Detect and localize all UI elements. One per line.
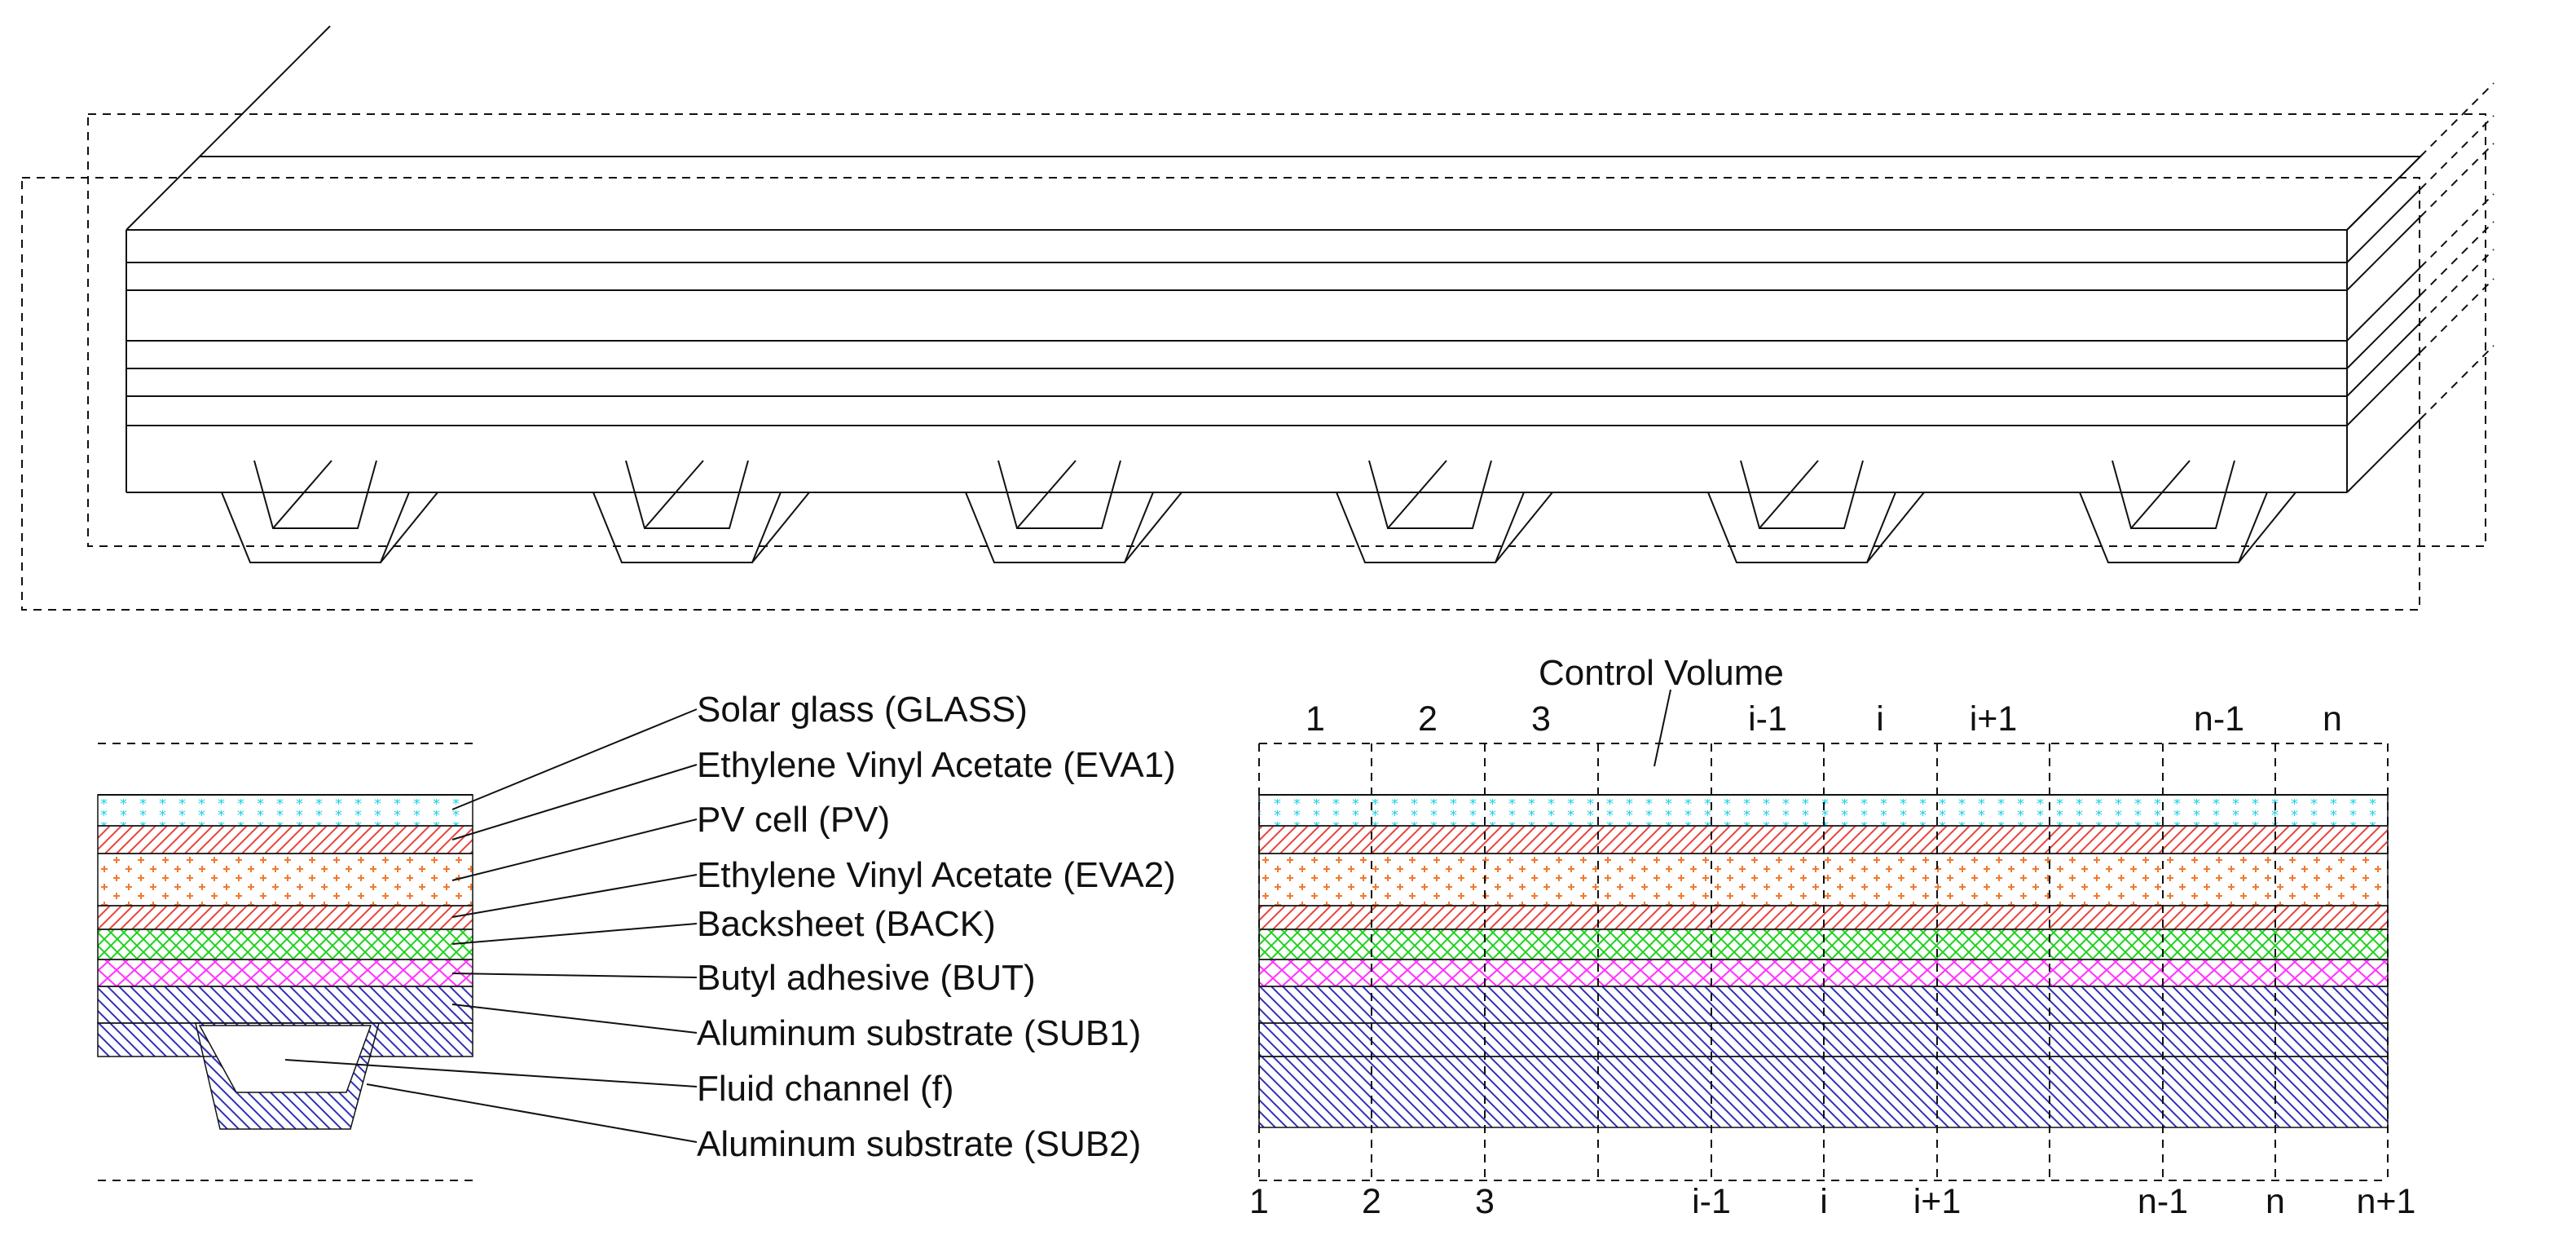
layer-depth-edge-7	[2346, 418, 2421, 493]
layer-cross-section	[97, 708, 698, 1181]
layer-labels: Solar glass (GLASS) Ethylene Vinyl Aceta…	[697, 690, 1176, 1164]
layer-extension-4	[2420, 221, 2495, 296]
leader-line-1	[451, 764, 698, 840]
top-face-edge	[125, 156, 2423, 231]
channel-depth-b-5	[1866, 492, 1925, 563]
cell-label: i+1	[1970, 699, 2018, 739]
layer-back	[97, 905, 473, 930]
channel-inner-5	[1740, 460, 1864, 529]
node-label: i+1	[1913, 1182, 1962, 1221]
label-glass: Solar glass (GLASS)	[697, 690, 1028, 730]
label-eva1: Ethylene Vinyl Acetate (EVA1)	[697, 745, 1176, 785]
control-volume-leader	[1653, 689, 1671, 767]
channel-depth-b-2	[751, 492, 810, 563]
label-sub2: Aluminum substrate (SUB2)	[697, 1124, 1141, 1164]
channel-depth-b-3	[1124, 492, 1182, 563]
cell-label: 2	[1418, 699, 1438, 739]
cell-label: n	[2323, 699, 2342, 739]
layer-extension-5	[2420, 249, 2495, 324]
layer-sub1	[97, 986, 473, 1024]
channel-outer-6	[2079, 492, 2268, 563]
label-sub1: Aluminum substrate (SUB1)	[697, 1013, 1141, 1053]
label-but: Butyl adhesive (BUT)	[697, 958, 1036, 998]
label-eva2: Ethylene Vinyl Acetate (EVA2)	[697, 855, 1176, 895]
channel-depth-6	[2130, 460, 2191, 529]
channel-depth-b-4	[1495, 492, 1553, 563]
cell-label: n-1	[2194, 699, 2244, 739]
leader-line-0	[451, 708, 698, 810]
cell-label: i	[1876, 699, 1884, 739]
layer-extension-7	[2420, 345, 2495, 420]
node-label: n	[2266, 1182, 2285, 1221]
node-label: i	[1820, 1182, 1828, 1221]
leader-line-3	[451, 874, 698, 918]
module-3d-view	[21, 25, 2495, 611]
channel-depth-b-1	[380, 492, 438, 563]
node-label: i-1	[1692, 1182, 1731, 1221]
layer-depth-edge-5	[2346, 322, 2421, 397]
cell-label: 1	[1306, 699, 1325, 739]
layer-depth-edge-6	[2346, 351, 2421, 426]
channel-outer-3	[965, 492, 1154, 563]
channel-depth-b-6	[2238, 492, 2296, 563]
layer-depth-edge-4	[2346, 294, 2421, 369]
leader-line-8	[366, 1083, 698, 1143]
node-label: n-1	[2138, 1182, 2188, 1221]
channel-depth-1	[272, 460, 332, 529]
layer-extension-3	[2420, 193, 2495, 268]
channel-inner-4	[1368, 460, 1492, 529]
top-left-extension	[199, 25, 331, 157]
layer-pv	[97, 825, 473, 854]
channel-depth-4	[1387, 460, 1447, 529]
node-label: 3	[1475, 1182, 1495, 1221]
cell-label: i-1	[1748, 699, 1787, 739]
layer-depth-edge-1	[2346, 188, 2421, 263]
channel-outer-2	[592, 492, 782, 563]
cell-label: 3	[1531, 699, 1551, 739]
leader-line-7	[284, 1059, 698, 1087]
layer-but	[97, 929, 473, 960]
layer-eva	[97, 853, 473, 907]
channel-outer-4	[1336, 492, 1525, 563]
leader-line-5	[451, 973, 698, 978]
front-dashed-frame	[21, 177, 2420, 611]
channel-inner-1	[253, 460, 377, 529]
layer-extension-0	[2420, 82, 2495, 157]
channel-depth-5	[1759, 460, 1819, 529]
node-label: n+1	[2357, 1182, 2416, 1221]
fluid-channel	[198, 1025, 372, 1093]
back-dashed-frame	[87, 113, 2486, 547]
label-pv: PV cell (PV)	[697, 800, 890, 840]
layer-extension-2	[2420, 143, 2495, 218]
grid-layer-sub1	[1258, 986, 2389, 1024]
leader-line-4	[451, 923, 698, 945]
layer-depth-edge-2	[2346, 216, 2421, 291]
layer-depth-edge-0	[2346, 156, 2421, 231]
layer-extension-1	[2420, 115, 2495, 190]
node-index-labels: 1 2 3 i-1 i i+1 n-1 n n+1	[1249, 1182, 2415, 1221]
channel-inner-3	[997, 460, 1121, 529]
label-back: Backsheet (BACK)	[697, 904, 996, 944]
channel-inner-2	[625, 460, 749, 529]
layer-extension-6	[2420, 278, 2495, 353]
layer-depth-edge-3	[2346, 267, 2421, 342]
node-label: 2	[1362, 1182, 1381, 1221]
leader-line-2	[451, 818, 698, 881]
channel-depth-2	[644, 460, 704, 529]
cell-index-labels: 1 2 3 i-1 i i+1 n-1 n	[1306, 699, 2342, 739]
channel-inner-6	[2111, 460, 2235, 529]
channel-depth-3	[1016, 460, 1077, 529]
control-volume-label: Control Volume	[1539, 653, 1784, 693]
channel-outer-1	[221, 492, 410, 563]
channel-outer-5	[1707, 492, 1896, 563]
layer-adhesive	[97, 959, 473, 987]
discretization-grid	[1258, 689, 2389, 1181]
leader-line-6	[451, 1004, 698, 1034]
layer-glass	[97, 794, 473, 827]
node-label: 1	[1249, 1182, 1269, 1221]
label-fluid: Fluid channel (f)	[697, 1069, 953, 1109]
